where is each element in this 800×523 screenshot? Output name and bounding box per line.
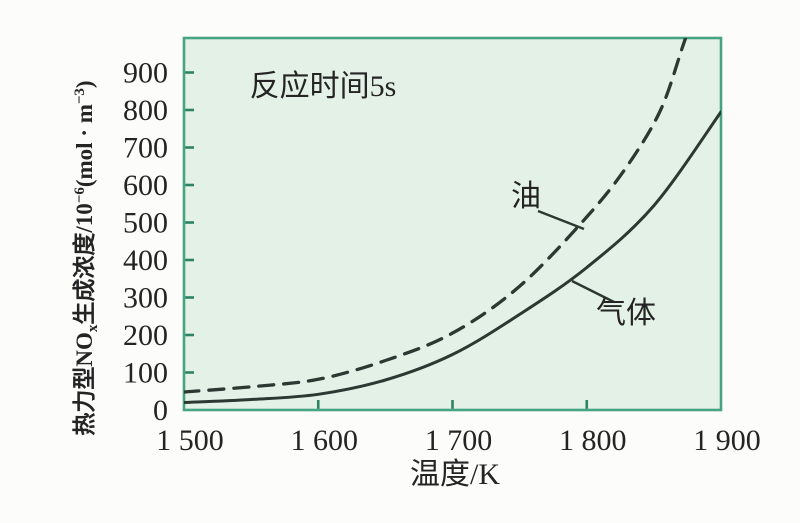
y-axis-title-part: −3	[72, 88, 88, 104]
x-axis-title: 温度/K	[410, 458, 500, 491]
y-axis-title-part: 热力型NO	[72, 332, 97, 436]
y-axis-title-part: (mol · m	[72, 104, 97, 187]
annotation-reaction-time: 反应时间5s	[250, 70, 397, 103]
x-tick-label: 1 700	[425, 424, 493, 457]
y-axis-title-part: )	[72, 80, 97, 88]
series-group	[184, 38, 721, 404]
y-tick-label: 900	[123, 57, 168, 90]
y-tick-label: 300	[123, 282, 168, 315]
y-axis-title-part: 生成浓度/10	[71, 203, 97, 324]
y-tick-label: 400	[123, 244, 168, 277]
y-axis-title-part: x	[85, 324, 101, 332]
series-label-oil: 油	[511, 180, 541, 213]
y-tick-label: 700	[123, 132, 168, 165]
y-tick-label: 800	[123, 94, 168, 127]
y-tick-label: 0	[153, 394, 168, 427]
x-tick-label: 1 500	[156, 424, 224, 457]
series-leader-line-oil	[537, 209, 585, 231]
x-tick-label: 1 900	[693, 424, 761, 457]
x-tick-label: 1 600	[291, 424, 359, 457]
y-tick-label: 500	[123, 207, 168, 240]
y-tick-label: 100	[123, 357, 168, 390]
y-axis-title: 热力型NOx生成浓度/10−6(mol · m−3)	[71, 80, 101, 435]
plot-area	[182, 36, 723, 412]
y-axis-title-part: −6	[72, 187, 88, 204]
series-leader-line-gas	[571, 279, 615, 304]
y-tick-label: 600	[123, 169, 168, 202]
x-tick-label: 1 800	[559, 424, 627, 457]
series-line-gas	[184, 110, 721, 404]
series-label-gas: 气体	[596, 297, 656, 330]
series-line-oil	[184, 38, 688, 394]
y-tick-label: 200	[123, 319, 168, 352]
